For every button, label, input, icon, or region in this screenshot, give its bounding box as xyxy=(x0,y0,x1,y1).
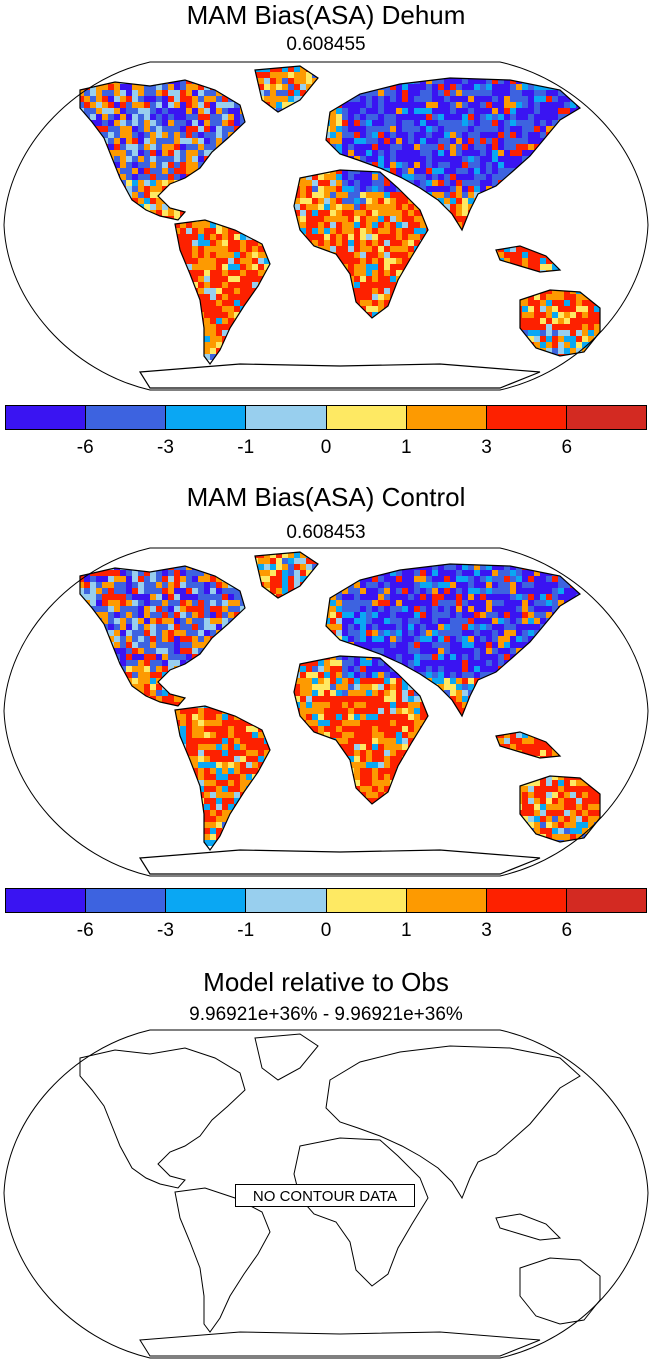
colorbar-tick-label: 0 xyxy=(320,920,332,941)
bias-grid-cells xyxy=(80,552,600,846)
panel-2-subtitle: 0.608453 xyxy=(286,522,366,543)
map-frame xyxy=(3,61,649,391)
colorbar-tick-label: -1 xyxy=(237,437,255,458)
no-contour-data-label: NO CONTOUR DATA xyxy=(235,1184,415,1207)
colorbar-swatch xyxy=(6,889,87,912)
colorbar-swatch xyxy=(166,889,247,912)
colorbar-swatch xyxy=(86,889,167,912)
colorbar-1 xyxy=(5,405,647,430)
coastlines xyxy=(79,551,601,875)
bias-map-control xyxy=(3,547,649,877)
colorbar-swatch xyxy=(326,406,407,429)
bias-map-dehum xyxy=(3,61,649,391)
colorbar-tick-label: 3 xyxy=(481,920,492,941)
colorbar-tick-label: 1 xyxy=(400,437,412,458)
map-frame xyxy=(3,1029,649,1359)
colorbar-swatch xyxy=(166,406,247,429)
colorbar-tick-label: 1 xyxy=(400,920,412,941)
panel-3-title: Model relative to Obs xyxy=(203,967,449,997)
colorbar-swatch xyxy=(246,406,327,429)
colorbar-tick-label: -6 xyxy=(76,437,94,458)
colorbar-tick-label: -6 xyxy=(76,920,94,941)
colorbar-tick-label: -3 xyxy=(157,437,174,458)
colorbar-swatch xyxy=(486,889,567,912)
panel-2-title: MAM Bias(ASA) Control xyxy=(186,482,466,512)
colorbar-tick-label: 6 xyxy=(561,920,573,941)
colorbar-swatch xyxy=(566,889,646,912)
map-frame xyxy=(3,547,649,877)
colorbar-swatch xyxy=(6,406,87,429)
colorbar-swatch xyxy=(406,889,487,912)
colorbar-swatch xyxy=(406,406,487,429)
colorbar-tick-label: -3 xyxy=(157,920,174,941)
colorbar-swatch xyxy=(566,406,646,429)
colorbar-swatch xyxy=(326,889,407,912)
coastlines xyxy=(79,65,601,389)
panel-3-subtitle: 9.96921e+36% - 9.96921e+36% xyxy=(189,1004,463,1025)
colorbar-tick-label: 6 xyxy=(561,437,573,458)
relative-map xyxy=(3,1029,649,1359)
colorbar-2 xyxy=(5,888,647,913)
colorbar-tick-label: 3 xyxy=(481,437,492,458)
colorbar-2-ticks: -6 -3 -1 0 1 3 6 xyxy=(5,920,647,944)
colorbar-swatch xyxy=(486,406,567,429)
bias-grid-cells xyxy=(80,66,600,360)
colorbar-swatch xyxy=(86,406,167,429)
panel-1-subtitle: 0.608455 xyxy=(286,34,366,55)
colorbar-1-ticks: -6 -3 -1 0 1 3 6 xyxy=(5,437,647,461)
colorbar-tick-label: -1 xyxy=(237,920,255,941)
panel-1-title: MAM Bias(ASA) Dehum xyxy=(186,0,466,30)
colorbar-tick-label: 0 xyxy=(320,437,332,458)
colorbar-swatch xyxy=(246,889,327,912)
